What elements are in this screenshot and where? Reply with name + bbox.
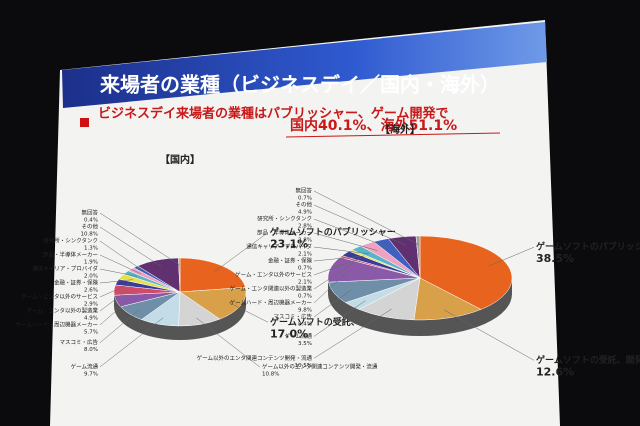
slice-label: 部品・半導体メーカー: [257, 229, 312, 237]
value-label: 10.5%: [295, 363, 312, 369]
leader-line: [313, 308, 392, 359]
leader-line: [196, 317, 261, 368]
slice-label: マスコミ・広告: [273, 313, 312, 321]
subtitle-line: 国内40.1%、海外51.1%: [290, 117, 457, 134]
value-label: 9.7%: [84, 371, 98, 377]
leader-line: [228, 302, 269, 323]
leader-line: [313, 260, 357, 290]
leader-line: [313, 218, 389, 248]
pie-slice: [413, 277, 482, 321]
value-label: 2.6%: [84, 288, 98, 294]
slice-label: ゲーム流通: [285, 332, 313, 340]
leader-line: [313, 289, 352, 318]
slice-label: ゲーム流通: [71, 362, 99, 370]
chart-title: 【国内】: [160, 153, 200, 166]
slice-label: 研究所・シンクタンク: [43, 237, 98, 245]
leader-line: [99, 254, 141, 274]
underline: [285, 132, 501, 138]
value-label: 38.5%: [536, 252, 574, 265]
leader-line: [214, 232, 269, 272]
value-label: 0.7%: [298, 294, 312, 300]
value-label: 2.8%: [298, 224, 312, 230]
leader-line: [99, 226, 162, 267]
value-label: 1.9%: [84, 260, 98, 266]
slice-label: ゲーム・エンタ以外のサービス: [21, 293, 98, 301]
leader-line: [99, 268, 137, 277]
leader-line: [313, 270, 349, 304]
leader-line: [313, 204, 406, 246]
slice-label: 無回答: [295, 187, 312, 195]
slice-label: ゲーム以外のエンタ関連コンテンツ開発・流通: [262, 363, 378, 371]
leader-line: [488, 246, 535, 267]
leader-line: [99, 317, 164, 368]
slice-label: ゲーム・エンタ関連以外の製造業: [230, 285, 313, 293]
leader-line: [99, 212, 180, 266]
value-label: 1.3%: [84, 246, 98, 252]
leader-line: [99, 279, 133, 284]
value-label: 4.9%: [84, 316, 98, 322]
chart-title: 【海外】: [380, 123, 420, 136]
pie-slice: [179, 287, 247, 320]
value-label: 23.1%: [270, 237, 308, 250]
slide-header: [62, 22, 547, 108]
slice-label: 金融・証券・保険: [268, 257, 313, 265]
leader-line: [99, 309, 140, 343]
leader-line: [313, 258, 361, 276]
slice-label: ゲームハード・周辺機器メーカー: [230, 299, 312, 307]
slice-label: 研究所・シンクタンク: [257, 215, 312, 223]
subtitle-line: ビジネスデイ来場者の業種はパブリッシャー、ゲーム開発で: [98, 106, 448, 122]
leader-line: [99, 283, 130, 298]
value-label: 0.4%: [84, 218, 98, 224]
value-label: 2.1%: [298, 252, 312, 258]
value-label: 4.9%: [298, 210, 312, 216]
value-label: 12.6%: [536, 365, 574, 378]
value-label: 3.5%: [298, 341, 312, 347]
slice-label: ゲームハード・周辺機器メーカー: [16, 321, 98, 329]
bullet: [80, 118, 89, 127]
leader-line: [313, 255, 365, 262]
value-label: 0.7%: [298, 266, 312, 272]
pie-slice: [179, 257, 246, 293]
value-label: 0.7%: [298, 196, 312, 202]
pie-slice: [419, 235, 513, 310]
slice-label: 部品・半導体メーカー: [43, 251, 98, 259]
slice-label: ゲームソフトのパブリッシャー: [536, 241, 640, 253]
slice-label: 金融・証券・保険: [54, 279, 99, 287]
leader-line: [443, 309, 535, 361]
leader-line: [99, 290, 128, 312]
slice-label: マスコミ・広告: [59, 338, 98, 346]
slice-label: ゲームソフトのパブリッシャー: [270, 226, 396, 238]
leader-line: [313, 300, 366, 337]
leader-line: [99, 299, 130, 326]
leader-line: [313, 246, 369, 255]
value-label: 5.7%: [84, 330, 98, 336]
value-label: 2.8%: [298, 238, 312, 244]
slice-label: ゲーム・エンタ以外の製造業: [27, 307, 99, 315]
value-label: 8.4%: [298, 322, 312, 328]
leader-line: [313, 190, 419, 245]
slice-label: ゲーム以外のエンタ関連コンテンツ開発・流通: [197, 354, 313, 362]
value-label: 2.1%: [298, 280, 312, 286]
slice-label: 通信キャリア・プロバイダ: [32, 265, 98, 273]
value-label: 8.0%: [84, 347, 98, 353]
slice-label: 無回答: [81, 209, 98, 217]
value-label: 17.0%: [270, 327, 308, 340]
value-label: 2.9%: [84, 302, 98, 308]
slice-label: その他: [81, 223, 98, 231]
slice-label: ゲーム・エンタ以外のサービス: [235, 271, 312, 279]
pie-slice: [415, 235, 421, 279]
slide-title: 来場者の業種（ビジネスデイ／国内・海外）: [99, 73, 500, 97]
value-label: 2.0%: [84, 274, 98, 280]
value-label: 10.8%: [262, 372, 279, 378]
leader-line: [99, 240, 145, 273]
slice-label: ゲームソフトの受託、開発・開発支援: [536, 354, 640, 366]
slice-label: その他: [295, 201, 312, 209]
value-label: 10.8%: [81, 232, 98, 238]
pie-slice: [178, 257, 181, 293]
slice-label: 通信キャリア・プロバイダ: [246, 243, 312, 251]
leader-line: [313, 232, 378, 251]
value-label: 9.8%: [298, 308, 312, 314]
